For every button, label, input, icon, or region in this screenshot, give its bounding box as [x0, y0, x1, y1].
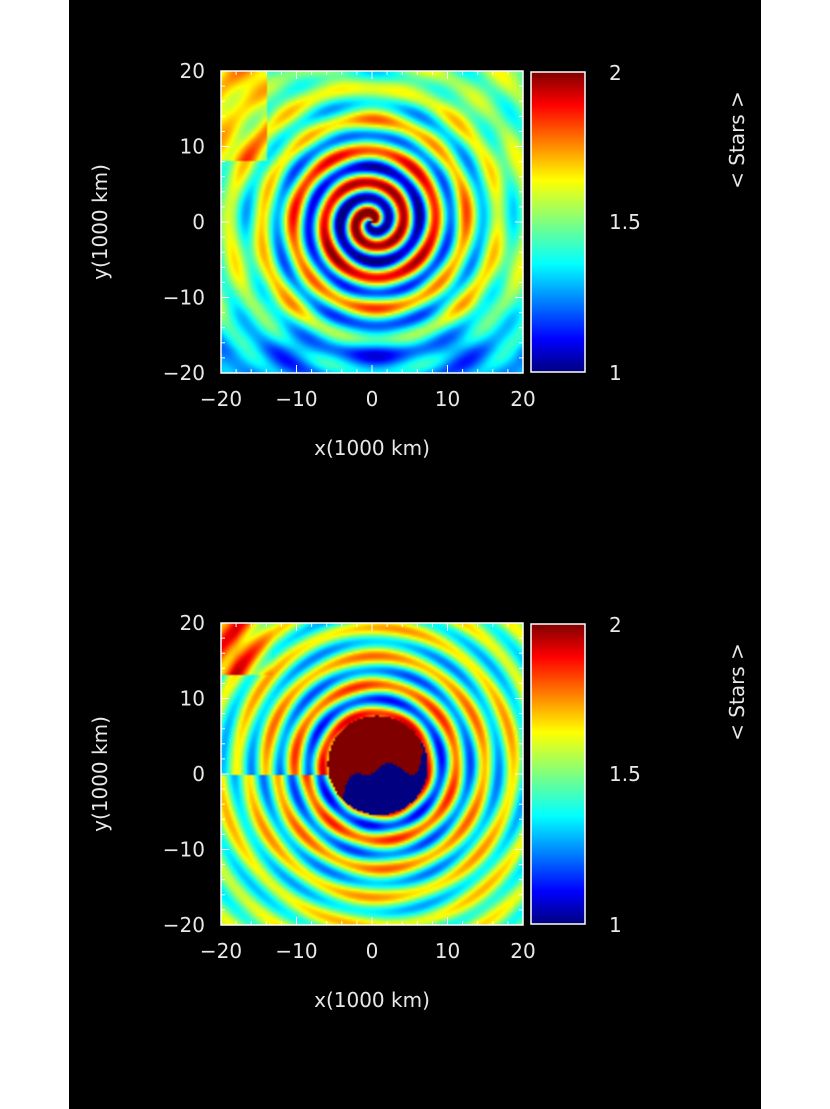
- y-tick-label: 0: [192, 210, 205, 234]
- y-axis-title: y(1000 km): [88, 164, 112, 280]
- x-tick-label: −10: [275, 939, 317, 963]
- y-tick-label: −10: [163, 838, 205, 862]
- y-tick-label: −20: [163, 913, 205, 937]
- colorbar-frame: [530, 71, 586, 373]
- plot-frame: [220, 70, 524, 374]
- x-tick-label: 0: [366, 939, 379, 963]
- x-tick-label: 20: [510, 939, 535, 963]
- colorbar-tick-label: 1: [609, 913, 622, 937]
- tick-marks: [220, 70, 524, 374]
- x-tick-label: 10: [435, 387, 460, 411]
- y-tick-label: 10: [180, 135, 205, 159]
- y-tick-label: −20: [163, 361, 205, 385]
- x-tick-label: −20: [200, 387, 242, 411]
- x-tick-label: 20: [510, 387, 535, 411]
- y-tick-label: 20: [180, 611, 205, 635]
- chart-axes-bottom: −20 −10 0 10 20 −20 −10 0 10 20 x(1000 k…: [88, 611, 749, 1012]
- x-tick-label: −20: [200, 939, 242, 963]
- colorbar-tick-label: 1: [609, 361, 622, 385]
- x-tick-label: −10: [275, 387, 317, 411]
- x-tick-label: 0: [366, 387, 379, 411]
- colorbar-tick-label: 2: [609, 61, 622, 85]
- x-axis-title: x(1000 km): [314, 436, 430, 460]
- colorbar: [531, 72, 585, 372]
- colorbar-tick-label: 2: [609, 613, 622, 637]
- y-tick-label: 10: [180, 687, 205, 711]
- y-tick-label: 0: [192, 762, 205, 786]
- chart-axes-top: −20 −10 0 10 20 −20 −10 0 10 20 x(1000 k…: [88, 59, 749, 460]
- y-tick-label: 20: [180, 59, 205, 83]
- colorbar-frame: [530, 623, 586, 925]
- y-tick-label: −10: [163, 286, 205, 310]
- y-axis-title: y(1000 km): [88, 716, 112, 832]
- heatmap-spiral: [221, 71, 523, 373]
- figure: −20 −10 0 10 20 −20 −10 0 10 20 x(1000 k…: [69, 0, 761, 1109]
- colorbar: [531, 624, 585, 924]
- chart-panel-bottom: −20 −10 0 10 20 −20 −10 0 10 20 x(1000 k…: [69, 552, 761, 1107]
- tick-marks: [220, 622, 524, 926]
- x-axis-title: x(1000 km): [314, 988, 430, 1012]
- colorbar-tick-label: 1.5: [609, 210, 641, 234]
- colorbar-title: < Stars >: [725, 91, 749, 189]
- heatmap-yin-yang: [221, 623, 523, 925]
- plot-frame: [220, 622, 524, 926]
- colorbar-title: < Stars >: [725, 643, 749, 741]
- chart-panel-top: −20 −10 0 10 20 −20 −10 0 10 20 x(1000 k…: [69, 0, 761, 555]
- colorbar-tick-label: 1.5: [609, 762, 641, 786]
- x-tick-label: 10: [435, 939, 460, 963]
